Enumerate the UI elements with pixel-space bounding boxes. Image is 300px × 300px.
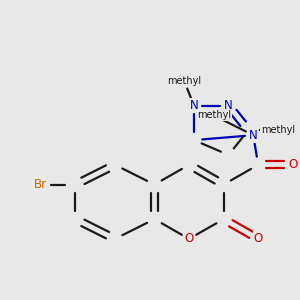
Text: N: N: [190, 99, 198, 112]
Text: methyl: methyl: [261, 125, 295, 135]
Text: N: N: [224, 99, 233, 112]
Text: O: O: [254, 232, 263, 245]
Text: O: O: [288, 158, 297, 171]
Text: N: N: [249, 129, 258, 142]
Text: methyl: methyl: [197, 110, 231, 120]
Text: O: O: [184, 232, 194, 245]
Text: methyl: methyl: [167, 76, 201, 86]
Text: Br: Br: [34, 178, 47, 191]
